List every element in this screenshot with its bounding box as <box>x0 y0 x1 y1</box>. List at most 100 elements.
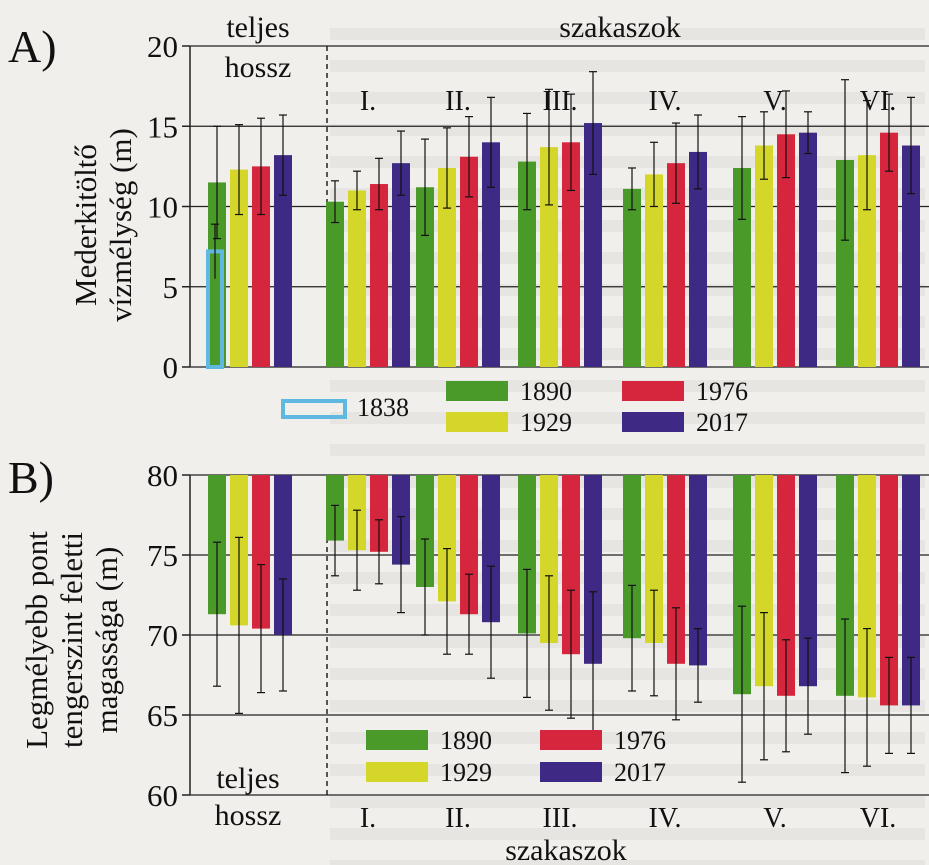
background-text-line <box>330 860 925 865</box>
bar <box>370 184 388 367</box>
bar <box>460 475 478 615</box>
bar <box>326 201 344 367</box>
bar <box>836 159 854 367</box>
legend-swatch <box>540 730 602 750</box>
bar <box>755 145 773 367</box>
bar <box>880 475 898 706</box>
bar <box>584 123 602 367</box>
panel-label: A) <box>8 21 57 72</box>
y-axis-label: magassága (m) <box>89 547 124 734</box>
panel-label: B) <box>8 452 54 503</box>
bar <box>755 475 773 687</box>
y-tick-label: 15 <box>147 109 178 144</box>
bar <box>348 190 366 367</box>
bar <box>416 475 434 587</box>
legend-swatch <box>366 762 428 782</box>
bar <box>799 132 817 367</box>
bar <box>733 475 751 695</box>
bar <box>902 475 920 706</box>
bar <box>836 475 854 696</box>
bar <box>416 187 434 367</box>
y-tick-label: 70 <box>147 618 178 653</box>
group-label: I. <box>360 86 376 117</box>
y-axis-label: Legmélyebb pont <box>19 531 54 749</box>
background-text-line <box>330 828 925 840</box>
legend-label: 1838 <box>357 393 409 422</box>
bar <box>274 475 292 635</box>
bar <box>584 475 602 664</box>
group-label: IV. <box>649 86 682 117</box>
background-text-line <box>330 636 925 648</box>
bar <box>689 151 707 367</box>
background-text-line <box>330 796 925 808</box>
footer-left-line: teljes <box>216 762 279 795</box>
legend-label: 1929 <box>440 758 492 787</box>
background-text-line <box>330 92 925 104</box>
bar <box>438 167 456 367</box>
y-tick-label: 10 <box>147 190 178 225</box>
legend-label: 2017 <box>614 758 666 787</box>
background-text-line <box>330 60 925 72</box>
bar <box>645 174 663 367</box>
legend-b: 1890 1976 1929 2017 <box>366 726 666 787</box>
bar <box>370 475 388 552</box>
bar <box>540 147 558 367</box>
y-tick-label: 0 <box>163 350 179 385</box>
y-tick-label: 5 <box>163 270 179 305</box>
legend-swatch <box>622 412 684 432</box>
y-tick-label: 75 <box>147 538 178 573</box>
bar <box>562 475 580 655</box>
group-label: I. <box>360 803 376 834</box>
background-text-line <box>330 668 925 680</box>
bar <box>438 475 456 602</box>
background-text-line <box>330 28 925 40</box>
header-left-line: teljes <box>226 11 289 44</box>
background-text-line <box>330 700 925 712</box>
y-tick-label: 65 <box>147 698 178 733</box>
legend-swatch <box>281 399 347 419</box>
legend-label: 1976 <box>696 377 748 406</box>
legend-swatch <box>446 381 508 401</box>
bar <box>858 155 876 367</box>
header-left-line: hossz <box>225 51 292 84</box>
legend-swatch <box>446 412 508 432</box>
y-tick-label: 80 <box>147 458 178 493</box>
background-text-line <box>330 732 925 744</box>
bar <box>902 145 920 367</box>
bar <box>799 475 817 687</box>
panel-0: A) 0 5 10 15 20 Mederkitöltő vízmélység (m) I. II… <box>8 11 929 437</box>
group-label: II. <box>445 803 471 834</box>
bar <box>482 142 500 367</box>
group-label: VI. <box>860 803 897 834</box>
bar <box>623 188 641 367</box>
footer-left-line: hossz <box>215 799 282 832</box>
legend-label: 1890 <box>440 726 492 755</box>
bar <box>518 161 536 367</box>
bar <box>252 166 270 367</box>
background-text-line <box>330 764 925 776</box>
group-label: III. <box>543 86 578 117</box>
bar <box>645 475 663 643</box>
group-label: II. <box>445 86 471 117</box>
bar <box>540 475 558 643</box>
y-axis-label: tengerszint feletti <box>54 532 89 748</box>
legend-label: 2017 <box>696 408 748 437</box>
footer-right: szakaszok <box>505 834 627 865</box>
bar <box>460 156 478 367</box>
group-label: VI. <box>860 86 897 117</box>
legend-label: 1929 <box>520 408 572 437</box>
bar <box>777 134 795 367</box>
group-label: IV. <box>649 803 682 834</box>
bar <box>733 167 751 367</box>
bar <box>230 169 248 367</box>
y-tick-label: 60 <box>147 778 178 813</box>
background-text-line <box>330 124 925 136</box>
bar <box>518 475 536 634</box>
panel-1: B) 60 65 70 75 80 Legmélyebb pont tengerszint f… <box>8 452 929 865</box>
bar <box>858 475 876 698</box>
legend-swatch <box>622 381 684 401</box>
y-axis-label: vízmélység (m) <box>103 128 138 322</box>
group-label: III. <box>543 803 578 834</box>
bar <box>880 132 898 367</box>
